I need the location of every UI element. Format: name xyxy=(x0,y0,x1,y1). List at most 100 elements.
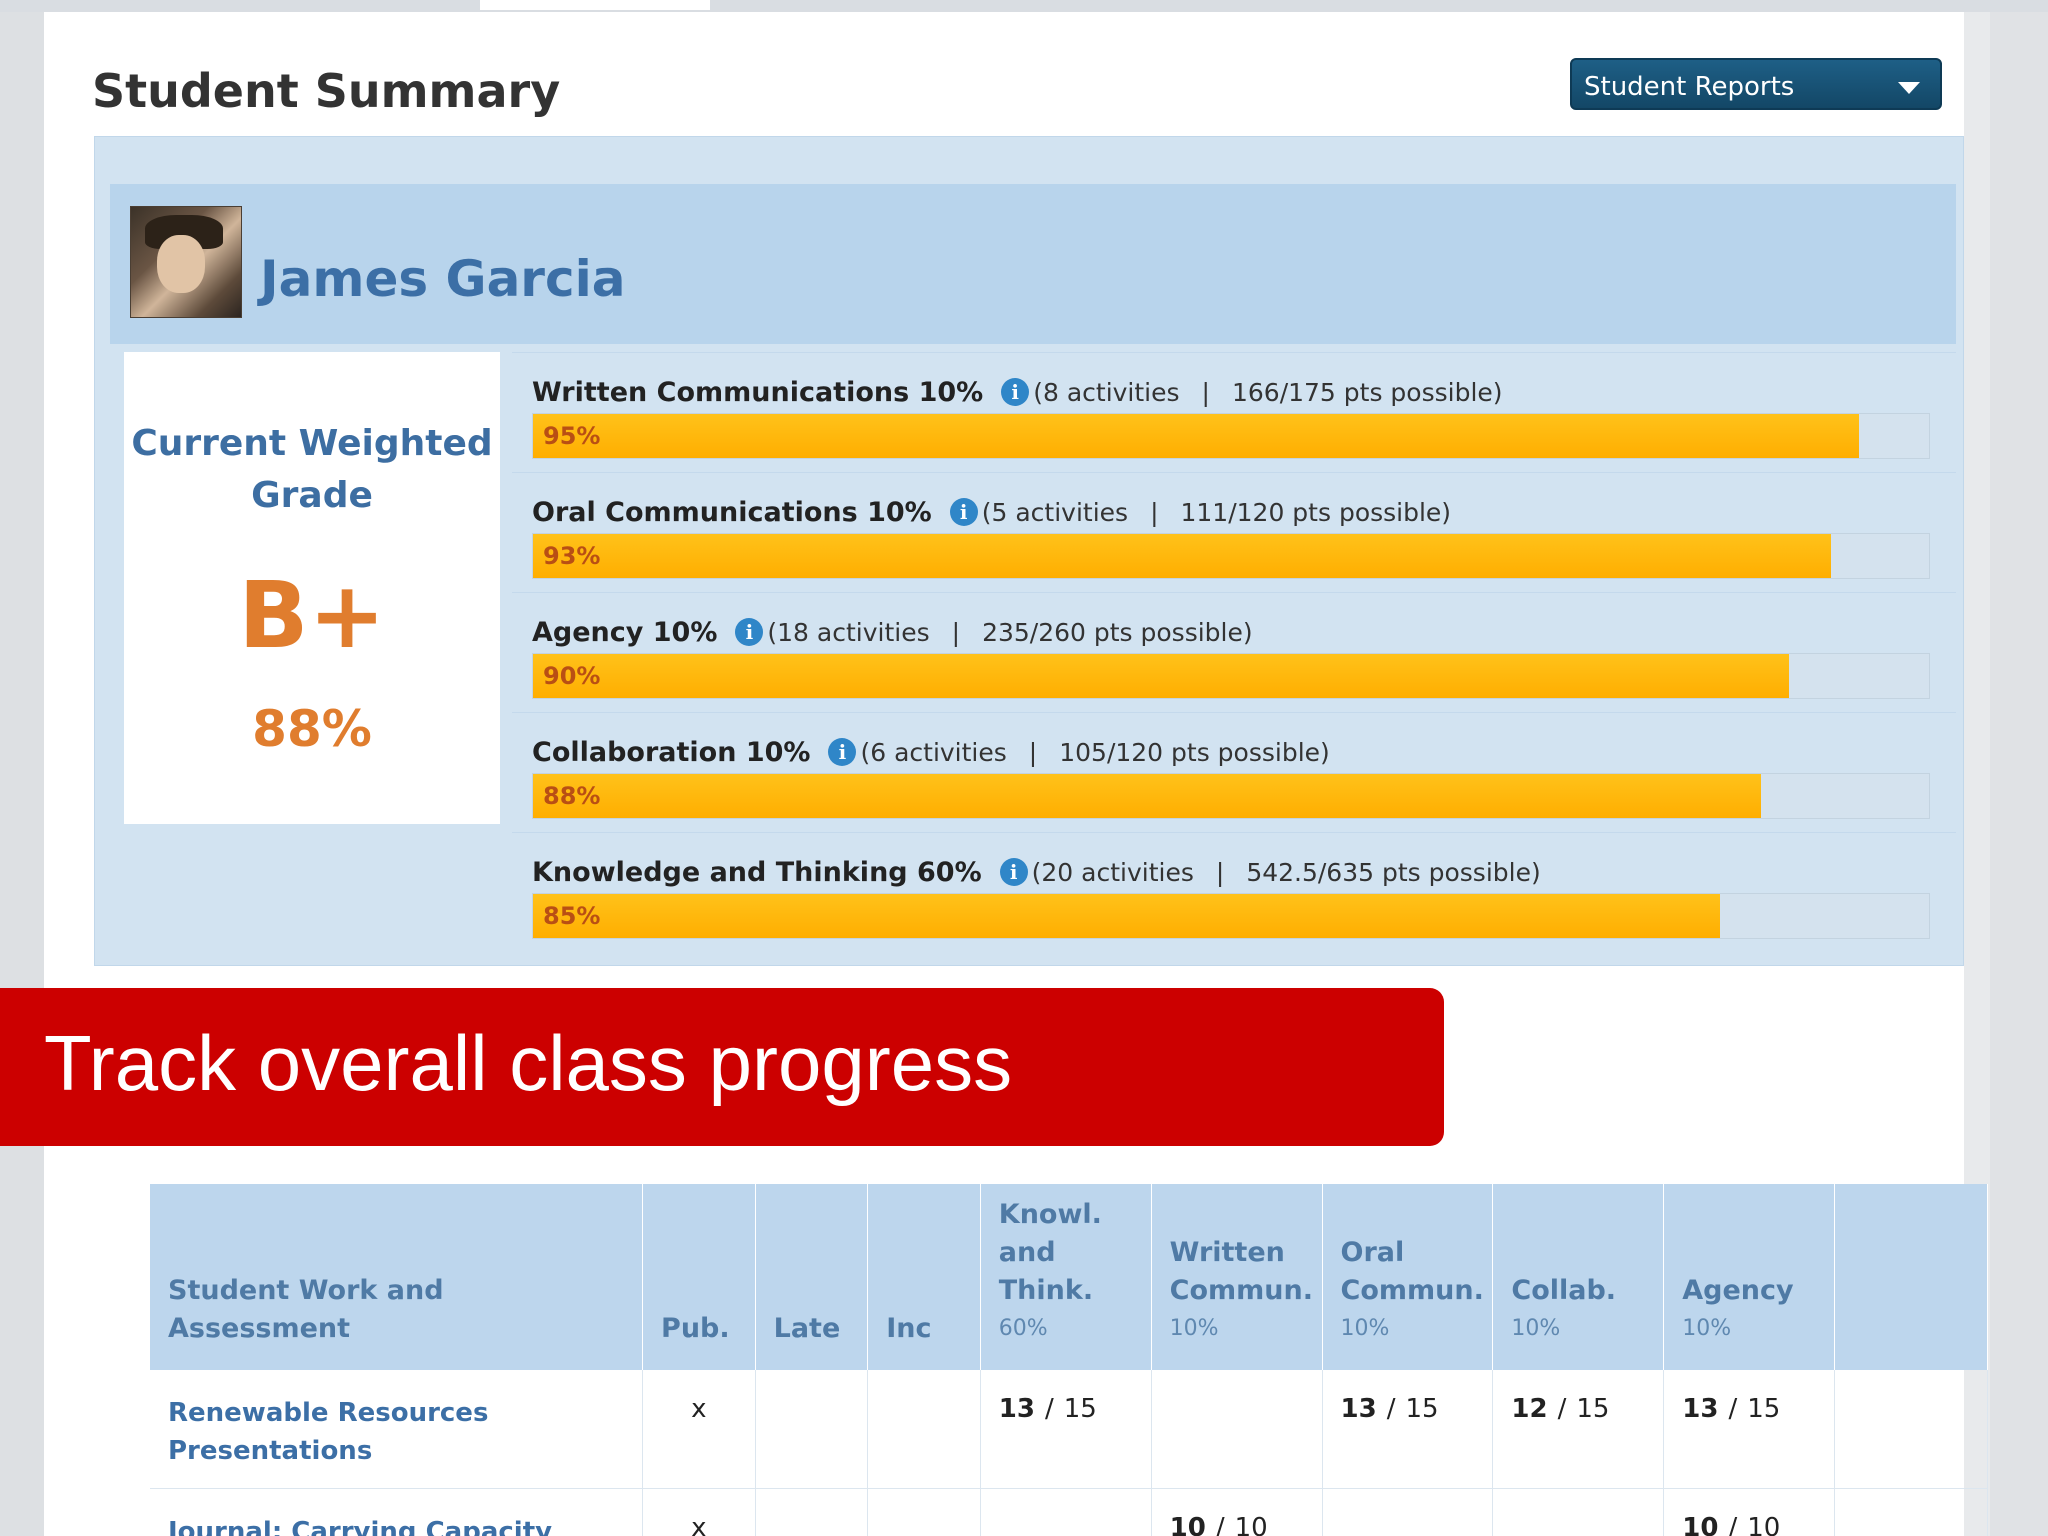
score-cell-written[interactable]: 10 / 10 xyxy=(1151,1488,1323,1536)
category-points: 235/260 pts possible) xyxy=(982,618,1253,647)
chevron-down-icon xyxy=(1898,82,1920,94)
column-header[interactable]: Collab. 10% xyxy=(1492,1184,1665,1370)
score-max: 10 xyxy=(1234,1512,1268,1536)
score-value: 13 xyxy=(1682,1394,1719,1424)
assessment-link[interactable]: Journal: Carrying Capacity xyxy=(150,1488,644,1536)
top-tab-strip xyxy=(0,0,2048,12)
column-header[interactable]: Pub. xyxy=(642,1184,756,1370)
category-name: Collaboration 10% xyxy=(532,737,811,768)
progress-bar: 88% xyxy=(532,773,1930,819)
published-cell: x xyxy=(642,1488,756,1536)
separator: | xyxy=(1150,498,1159,527)
column-header-label: Knowl. and Think. xyxy=(998,1199,1102,1306)
column-header-label: Late xyxy=(773,1313,841,1344)
category-row: Oral Communications 10% i (5 activities | 11… xyxy=(512,472,1956,592)
progress-bar-fill xyxy=(533,654,1790,698)
banner-text: Track overall class progress xyxy=(44,1019,1013,1107)
score-separator: / xyxy=(1728,1394,1738,1424)
column-header[interactable]: Inc xyxy=(867,1184,981,1370)
category-meta: (5 activities | 111/120 pts possible) xyxy=(982,498,1451,527)
blank-cell xyxy=(1834,1488,1988,1536)
category-meta: (18 activities | 235/260 pts possible) xyxy=(767,618,1252,647)
table-row: Journal: Carrying Capacity x 10 / 10 10 / 10 xyxy=(150,1488,1988,1536)
category-activities: (8 activities xyxy=(1033,378,1180,407)
category-row: Agency 10% i (18 activities | 235/260 pts po… xyxy=(512,592,1956,712)
category-name: Agency 10% xyxy=(532,617,718,648)
score-cell-knowl xyxy=(980,1488,1152,1536)
column-weight: 10% xyxy=(1169,1316,1219,1341)
info-icon[interactable]: i xyxy=(735,618,764,646)
category-activities: (18 activities xyxy=(767,618,930,647)
column-header[interactable]: Written Commun. 10% xyxy=(1151,1184,1323,1370)
category-title: Oral Communications 10% i (5 activities | 11… xyxy=(532,497,1451,528)
score-value: 12 xyxy=(1511,1394,1548,1424)
score-cell-collab xyxy=(1492,1488,1665,1536)
info-icon[interactable]: i xyxy=(828,738,857,766)
right-gutter xyxy=(1990,12,2048,1536)
score-max: 15 xyxy=(1063,1394,1097,1424)
score-cell-collab[interactable]: 12 / 15 xyxy=(1492,1370,1665,1489)
category-activities: (5 activities xyxy=(981,498,1129,527)
progress-bar-fill xyxy=(533,894,1720,938)
score-separator: / xyxy=(1728,1512,1738,1536)
grade-percent: 88% xyxy=(252,700,372,758)
column-header[interactable]: Late xyxy=(755,1184,869,1370)
separator: | xyxy=(1028,738,1038,767)
score-cell-agency[interactable]: 13 / 15 xyxy=(1663,1370,1836,1489)
column-header[interactable]: Oral Commun. 10% xyxy=(1322,1184,1494,1370)
student-reports-dropdown[interactable]: Student Reports xyxy=(1570,58,1942,110)
progress-percent-label: 95% xyxy=(543,422,601,450)
grade-label-text: Current Weighted Grade xyxy=(131,423,493,516)
score-value: 13 xyxy=(1340,1394,1377,1424)
progress-bar: 90% xyxy=(532,653,1930,699)
column-weight: 10% xyxy=(1682,1316,1732,1341)
progress-bar-fill xyxy=(533,414,1860,458)
column-header-label: Student Work and Assessment xyxy=(168,1275,444,1344)
category-title: Agency 10% i (18 activities | 235/260 pts po… xyxy=(532,617,1253,648)
score-cell-oral[interactable]: 13 / 15 xyxy=(1322,1370,1494,1489)
blank-cell xyxy=(1834,1370,1988,1489)
category-points: 166/175 pts possible) xyxy=(1231,378,1503,407)
incomplete-cell xyxy=(867,1488,981,1536)
score-cell-knowl[interactable]: 13 / 15 xyxy=(980,1370,1152,1489)
progress-bar-fill xyxy=(533,534,1832,578)
category-points: 105/120 pts possible) xyxy=(1059,738,1330,767)
active-tab[interactable] xyxy=(480,0,710,10)
grade-letter: B+ xyxy=(238,562,386,669)
info-icon[interactable]: i xyxy=(1001,378,1030,406)
score-separator: / xyxy=(1215,1512,1225,1536)
category-list: Written Communications 10% i (8 activities… xyxy=(512,352,1956,952)
student-header xyxy=(110,184,1956,344)
page-title: Student Summary xyxy=(92,64,561,118)
info-icon[interactable]: i xyxy=(999,858,1028,886)
score-separator: / xyxy=(1386,1394,1396,1424)
separator: | xyxy=(1215,858,1225,887)
category-meta: (20 activities | 542.5/635 pts possible) xyxy=(1032,858,1541,887)
score-cell-written xyxy=(1151,1370,1323,1489)
column-header-label: Collab. xyxy=(1511,1275,1617,1306)
column-header[interactable]: Knowl. and Think. 60% xyxy=(980,1184,1152,1370)
score-value: 10 xyxy=(1169,1512,1206,1536)
table-header-row: Student Work and Assessment Pub. Late Inc Kn… xyxy=(150,1184,1988,1370)
assessment-name: Journal: Carrying Capacity xyxy=(168,1516,553,1536)
column-header-label: Agency xyxy=(1682,1275,1794,1306)
assessment-table: Student Work and Assessment Pub. Late Inc Kn… xyxy=(150,1184,1988,1536)
score-separator: / xyxy=(1557,1394,1567,1424)
category-row: Written Communications 10% i (8 activities… xyxy=(512,352,1956,472)
category-points: 542.5/635 pts possible) xyxy=(1246,858,1541,887)
score-cell-agency[interactable]: 10 / 10 xyxy=(1663,1488,1836,1536)
student-summary-page: Student Summary Student Reports James Ga… xyxy=(44,12,1988,1536)
info-icon[interactable]: i xyxy=(949,498,978,526)
late-cell xyxy=(755,1488,869,1536)
column-header-label: Inc xyxy=(886,1313,932,1344)
score-max: 15 xyxy=(1576,1394,1610,1424)
column-header[interactable]: Student Work and Assessment xyxy=(150,1184,644,1370)
progress-bar-fill xyxy=(533,774,1762,818)
column-header[interactable]: Agency 10% xyxy=(1663,1184,1836,1370)
promo-banner: Track overall class progress xyxy=(0,988,1444,1146)
published-cell: x xyxy=(642,1370,756,1489)
assessment-name: Renewable Resources Presentations xyxy=(168,1398,489,1466)
assessment-link[interactable]: Renewable Resources Presentations xyxy=(150,1370,644,1489)
column-header-label: Pub. xyxy=(661,1313,730,1344)
column-weight: 10% xyxy=(1511,1316,1561,1341)
